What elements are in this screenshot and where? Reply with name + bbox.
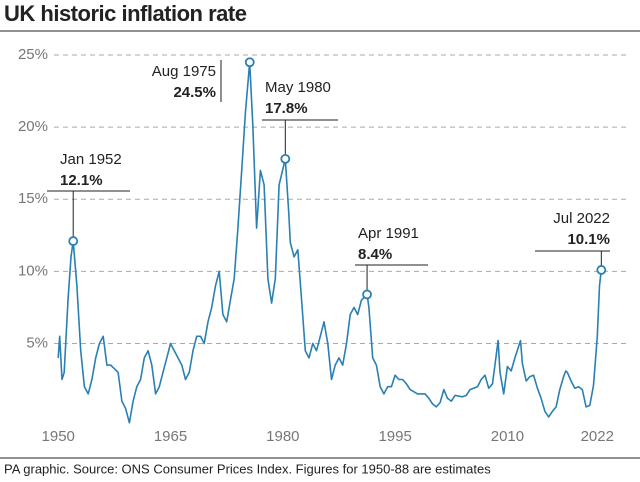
annotation-value: 8.4% (358, 246, 392, 263)
annotation-date: Jan 1952 (60, 151, 122, 168)
annotation-marker (244, 57, 255, 68)
annotation-date: Jul 2022 (553, 210, 610, 227)
annotation-value: 17.8% (265, 100, 308, 117)
x-tick-label: 2010 (491, 428, 524, 445)
annotation-marker (362, 289, 372, 300)
series-line (57, 61, 603, 424)
annotation-value: 24.5% (173, 84, 216, 101)
x-tick-label: 2022 (581, 428, 614, 445)
y-tick-label: 20% (18, 118, 48, 135)
annotation-marker (280, 153, 291, 164)
x-tick-label: 1950 (42, 428, 75, 445)
source-note: PA graphic. Source: ONS Consumer Prices … (4, 461, 491, 476)
annotation-marker (68, 236, 79, 246)
y-tick-label: 25% (18, 46, 48, 63)
annotation-date: Apr 1991 (358, 225, 419, 242)
x-tick-label: 1980 (266, 428, 299, 445)
y-tick-label: 5% (26, 334, 48, 351)
annotation-date: Aug 1975 (152, 63, 216, 80)
y-tick-label: 10% (18, 262, 48, 279)
annotation-value: 10.1% (567, 231, 610, 248)
annotation-date: May 1980 (265, 79, 331, 96)
y-tick-label: 15% (18, 190, 48, 207)
x-tick-label: 1965 (154, 428, 187, 445)
chart-title: UK historic inflation rate (4, 1, 247, 26)
annotation-value: 12.1% (60, 172, 103, 189)
x-tick-label: 1995 (378, 428, 411, 445)
annotation-marker (596, 265, 607, 275)
